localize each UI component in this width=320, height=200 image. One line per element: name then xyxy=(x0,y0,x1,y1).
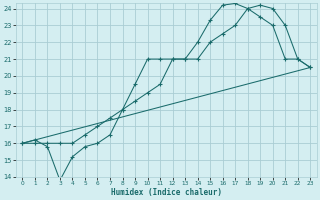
X-axis label: Humidex (Indice chaleur): Humidex (Indice chaleur) xyxy=(111,188,222,197)
